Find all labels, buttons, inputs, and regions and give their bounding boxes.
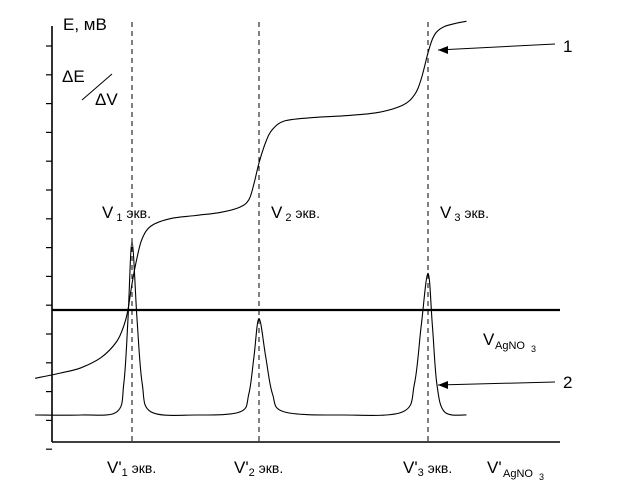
equivalence-lines: [131, 22, 429, 442]
curve-1-label: 1: [563, 37, 572, 56]
eq-lower-label-2: V'2 экв.: [234, 458, 283, 479]
svg-text:3: 3: [539, 472, 544, 482]
svg-text:ΔV: ΔV: [95, 90, 118, 109]
curve-2: [35, 241, 467, 416]
eq-lower-label-3: V'3 экв.: [403, 458, 452, 479]
curve-1: [34, 20, 467, 379]
svg-text:3: 3: [531, 344, 536, 354]
x-axis-label-upper: V AgNO 3: [483, 330, 536, 354]
svg-text:AgNO: AgNO: [495, 340, 525, 352]
curve-label-1: 1: [437, 37, 572, 56]
svg-text:V: V: [483, 330, 495, 349]
curves: [34, 20, 467, 416]
y2-axis-label: ΔE ΔV: [62, 67, 118, 109]
svg-text:AgNO: AgNO: [503, 468, 533, 480]
svg-text:V': V': [487, 458, 502, 477]
y-axis-label: E, мВ: [63, 15, 107, 34]
curve-2-label: 2: [563, 373, 572, 392]
curve-label-2: 2: [437, 373, 572, 392]
axis-ticks: [46, 45, 52, 450]
x-axis-label-lower: V' AgNO 3: [487, 458, 544, 482]
eq-lower-label-1: V'1 экв.: [107, 458, 156, 479]
svg-text:ΔE: ΔE: [62, 67, 85, 86]
